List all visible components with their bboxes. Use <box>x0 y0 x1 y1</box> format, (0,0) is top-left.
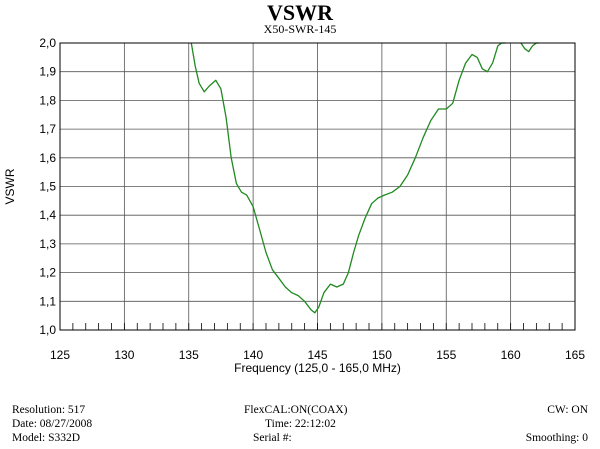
x-tick-labels: 125 130 135 140 145 150 155 160 165 <box>50 348 585 362</box>
y-tick-label: 2,0 <box>39 36 56 50</box>
y-tick-label: 1,1 <box>39 294 56 308</box>
time-text: Time: 22:12:02 <box>265 418 336 430</box>
x-tick-label: 125 <box>50 348 70 362</box>
x-tick-label: 165 <box>565 348 585 362</box>
model-text: Model: S332D <box>12 432 81 444</box>
cw-text: CW: ON <box>547 404 588 416</box>
x-tick-label: 150 <box>372 348 392 362</box>
x-tick-label: 140 <box>243 348 263 362</box>
x-tick-label: 135 <box>179 348 199 362</box>
vswr-chart: 125 130 135 140 145 150 155 160 165 1,0 1,1 1,2 1,3… <box>3 36 585 375</box>
y-tick-label: 1,8 <box>39 93 56 107</box>
vswr-series-line-2 <box>520 42 539 53</box>
chart-grid <box>59 42 576 331</box>
x-tick-label: 145 <box>307 348 327 362</box>
x-tick-label: 155 <box>436 348 456 362</box>
y-tick-labels: 1,0 1,1 1,2 1,3 1,4 1,5 1,6 1,7 1,8 1,9 2,0 <box>39 36 56 337</box>
x-axis-title: Frequency (125,0 - 165,0 MHz) <box>234 361 401 375</box>
y-tick-label: 1,4 <box>39 208 56 222</box>
y-tick-label: 1,3 <box>39 237 56 251</box>
serial-text: Serial #: <box>253 432 292 444</box>
y-tick-label: 1,6 <box>39 151 56 165</box>
minor-ticks <box>59 323 576 330</box>
y-tick-label: 1,2 <box>39 266 56 280</box>
resolution-text: Resolution: 517 <box>12 404 86 416</box>
vswr-series-line-1 <box>190 42 506 314</box>
chart-title: VSWR <box>266 0 333 25</box>
y-tick-label: 1,5 <box>39 180 56 194</box>
smoothing-text: Smoothing: 0 <box>525 432 588 444</box>
flexcal-text: FlexCAL:ON(COAX) <box>244 404 348 416</box>
y-tick-label: 1,9 <box>39 65 56 79</box>
y-axis-title: VSWR <box>3 168 17 204</box>
x-tick-label: 130 <box>114 348 134 362</box>
date-text: Date: 08/27/2008 <box>12 418 93 430</box>
x-tick-label: 160 <box>501 348 521 362</box>
y-tick-label: 1,7 <box>39 122 56 136</box>
y-tick-label: 1,0 <box>39 323 56 337</box>
chart-subtitle: X50-SWR-145 <box>263 22 337 36</box>
plot-frame <box>59 42 576 331</box>
